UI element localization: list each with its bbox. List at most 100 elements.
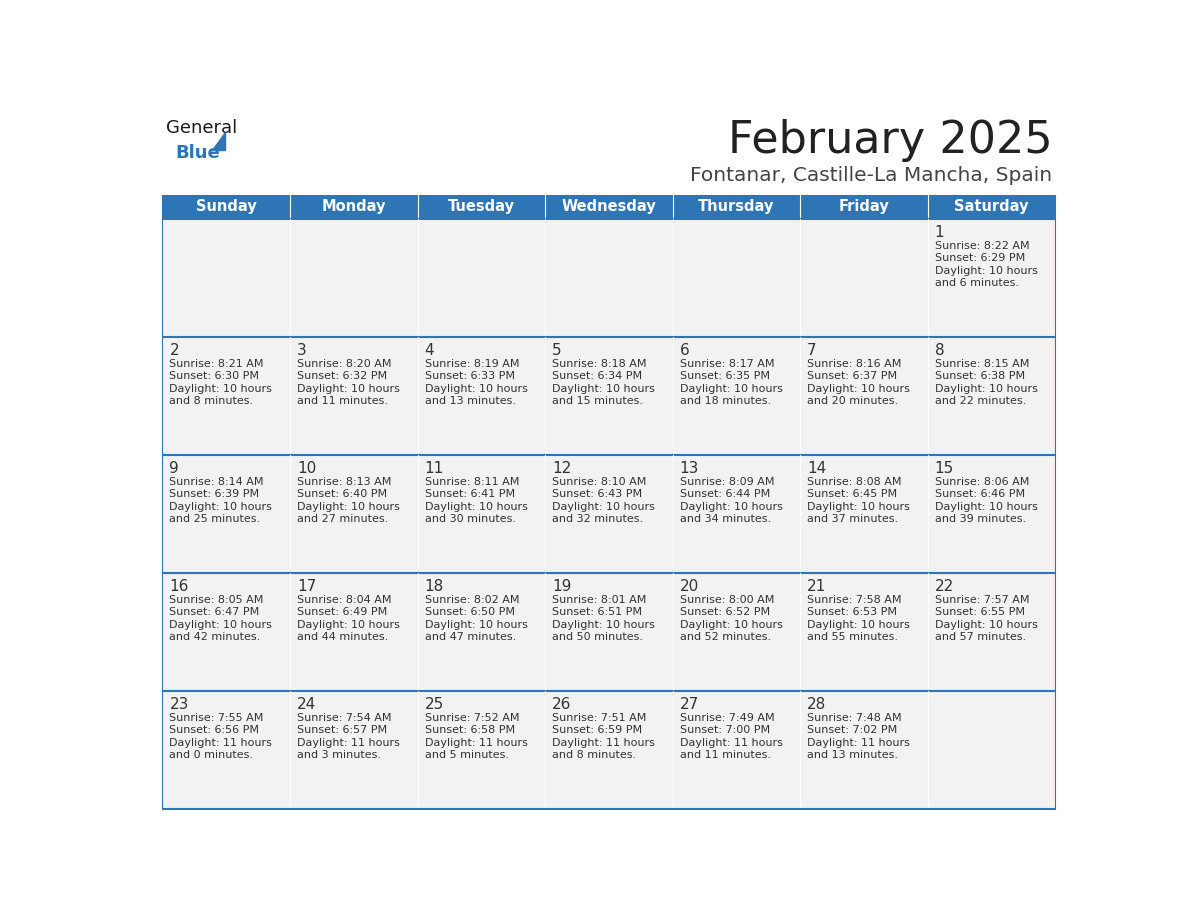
Bar bbox=[928, 195, 1055, 219]
Bar bbox=[928, 455, 1055, 573]
Text: Sunrise: 8:11 AM: Sunrise: 8:11 AM bbox=[424, 476, 519, 487]
Bar bbox=[417, 337, 545, 455]
Text: Daylight: 10 hours: Daylight: 10 hours bbox=[424, 502, 527, 512]
Bar bbox=[545, 455, 672, 573]
Text: Daylight: 10 hours: Daylight: 10 hours bbox=[807, 502, 910, 512]
Text: 11: 11 bbox=[424, 462, 444, 476]
Text: and 30 minutes.: and 30 minutes. bbox=[424, 514, 516, 524]
Text: Sunrise: 8:18 AM: Sunrise: 8:18 AM bbox=[552, 359, 646, 369]
Bar bbox=[290, 573, 417, 691]
Text: Sunset: 6:55 PM: Sunset: 6:55 PM bbox=[935, 608, 1025, 617]
Text: Daylight: 10 hours: Daylight: 10 hours bbox=[680, 502, 783, 512]
Text: and 11 minutes.: and 11 minutes. bbox=[680, 751, 771, 760]
Text: and 55 minutes.: and 55 minutes. bbox=[807, 633, 898, 643]
Text: General: General bbox=[165, 119, 236, 138]
Text: Daylight: 10 hours: Daylight: 10 hours bbox=[424, 620, 527, 630]
Text: 8: 8 bbox=[935, 343, 944, 358]
Text: Sunrise: 7:48 AM: Sunrise: 7:48 AM bbox=[807, 713, 902, 722]
Text: and 32 minutes.: and 32 minutes. bbox=[552, 514, 643, 524]
Text: 28: 28 bbox=[807, 698, 827, 712]
Text: 15: 15 bbox=[935, 462, 954, 476]
Text: Sunset: 6:33 PM: Sunset: 6:33 PM bbox=[424, 371, 514, 381]
Text: 2: 2 bbox=[170, 343, 179, 358]
Bar bbox=[163, 195, 290, 219]
Text: Tuesday: Tuesday bbox=[448, 199, 514, 215]
Text: Sunset: 6:47 PM: Sunset: 6:47 PM bbox=[170, 608, 260, 617]
Text: Sunset: 6:59 PM: Sunset: 6:59 PM bbox=[552, 725, 643, 735]
Text: 24: 24 bbox=[297, 698, 316, 712]
Text: 3: 3 bbox=[297, 343, 307, 358]
Bar bbox=[163, 573, 290, 691]
Bar bbox=[163, 219, 290, 337]
Text: and 27 minutes.: and 27 minutes. bbox=[297, 514, 388, 524]
Bar bbox=[417, 573, 545, 691]
Text: Sunrise: 7:49 AM: Sunrise: 7:49 AM bbox=[680, 713, 775, 722]
Text: Sunrise: 7:52 AM: Sunrise: 7:52 AM bbox=[424, 713, 519, 722]
Text: Daylight: 11 hours: Daylight: 11 hours bbox=[170, 738, 272, 748]
Text: Sunrise: 7:54 AM: Sunrise: 7:54 AM bbox=[297, 713, 392, 722]
Bar bbox=[290, 337, 417, 455]
Text: Daylight: 10 hours: Daylight: 10 hours bbox=[552, 620, 655, 630]
Text: Daylight: 10 hours: Daylight: 10 hours bbox=[297, 384, 400, 394]
Bar bbox=[290, 691, 417, 810]
Bar bbox=[545, 573, 672, 691]
Text: Sunrise: 8:08 AM: Sunrise: 8:08 AM bbox=[807, 476, 902, 487]
Text: and 50 minutes.: and 50 minutes. bbox=[552, 633, 643, 643]
Text: Wednesday: Wednesday bbox=[562, 199, 656, 215]
Text: 9: 9 bbox=[170, 462, 179, 476]
Text: Sunset: 6:57 PM: Sunset: 6:57 PM bbox=[297, 725, 387, 735]
Text: and 18 minutes.: and 18 minutes. bbox=[680, 397, 771, 407]
Text: Daylight: 11 hours: Daylight: 11 hours bbox=[552, 738, 655, 748]
Bar bbox=[928, 573, 1055, 691]
Text: Sunrise: 8:00 AM: Sunrise: 8:00 AM bbox=[680, 595, 773, 605]
Bar bbox=[801, 337, 928, 455]
Text: Sunrise: 7:55 AM: Sunrise: 7:55 AM bbox=[170, 713, 264, 722]
Text: 23: 23 bbox=[170, 698, 189, 712]
Text: Sunset: 7:00 PM: Sunset: 7:00 PM bbox=[680, 725, 770, 735]
Text: and 22 minutes.: and 22 minutes. bbox=[935, 397, 1026, 407]
Text: Daylight: 10 hours: Daylight: 10 hours bbox=[807, 384, 910, 394]
Text: Sunday: Sunday bbox=[196, 199, 257, 215]
Text: and 8 minutes.: and 8 minutes. bbox=[552, 751, 637, 760]
Text: Friday: Friday bbox=[839, 199, 890, 215]
Text: 6: 6 bbox=[680, 343, 689, 358]
Text: Sunset: 6:51 PM: Sunset: 6:51 PM bbox=[552, 608, 642, 617]
Text: Sunrise: 8:10 AM: Sunrise: 8:10 AM bbox=[552, 476, 646, 487]
Text: Sunrise: 8:21 AM: Sunrise: 8:21 AM bbox=[170, 359, 264, 369]
Bar bbox=[290, 195, 417, 219]
Text: and 37 minutes.: and 37 minutes. bbox=[807, 514, 898, 524]
Text: Daylight: 10 hours: Daylight: 10 hours bbox=[170, 620, 272, 630]
Text: Sunrise: 8:06 AM: Sunrise: 8:06 AM bbox=[935, 476, 1029, 487]
Text: 10: 10 bbox=[297, 462, 316, 476]
Text: Sunset: 6:58 PM: Sunset: 6:58 PM bbox=[424, 725, 514, 735]
Bar bbox=[672, 219, 801, 337]
Text: Sunrise: 8:15 AM: Sunrise: 8:15 AM bbox=[935, 359, 1029, 369]
Text: Sunrise: 8:02 AM: Sunrise: 8:02 AM bbox=[424, 595, 519, 605]
Text: Sunset: 6:50 PM: Sunset: 6:50 PM bbox=[424, 608, 514, 617]
Text: Sunset: 6:34 PM: Sunset: 6:34 PM bbox=[552, 371, 643, 381]
Text: and 52 minutes.: and 52 minutes. bbox=[680, 633, 771, 643]
Text: 20: 20 bbox=[680, 579, 699, 594]
Text: Sunset: 6:29 PM: Sunset: 6:29 PM bbox=[935, 253, 1025, 263]
Text: Daylight: 10 hours: Daylight: 10 hours bbox=[297, 502, 400, 512]
Text: and 25 minutes.: and 25 minutes. bbox=[170, 514, 260, 524]
Text: Sunrise: 8:20 AM: Sunrise: 8:20 AM bbox=[297, 359, 392, 369]
Bar bbox=[290, 219, 417, 337]
Text: Thursday: Thursday bbox=[699, 199, 775, 215]
Text: Daylight: 10 hours: Daylight: 10 hours bbox=[552, 502, 655, 512]
Bar bbox=[672, 195, 801, 219]
Text: 18: 18 bbox=[424, 579, 444, 594]
Text: 14: 14 bbox=[807, 462, 827, 476]
Text: Daylight: 10 hours: Daylight: 10 hours bbox=[170, 502, 272, 512]
Bar bbox=[417, 219, 545, 337]
Bar bbox=[928, 691, 1055, 810]
Text: Sunset: 6:37 PM: Sunset: 6:37 PM bbox=[807, 371, 897, 381]
Text: 17: 17 bbox=[297, 579, 316, 594]
Bar bbox=[545, 337, 672, 455]
Text: Sunset: 6:44 PM: Sunset: 6:44 PM bbox=[680, 489, 770, 499]
Text: and 13 minutes.: and 13 minutes. bbox=[807, 751, 898, 760]
Bar bbox=[290, 455, 417, 573]
Text: 13: 13 bbox=[680, 462, 699, 476]
Bar bbox=[545, 691, 672, 810]
Text: Sunset: 6:40 PM: Sunset: 6:40 PM bbox=[297, 489, 387, 499]
